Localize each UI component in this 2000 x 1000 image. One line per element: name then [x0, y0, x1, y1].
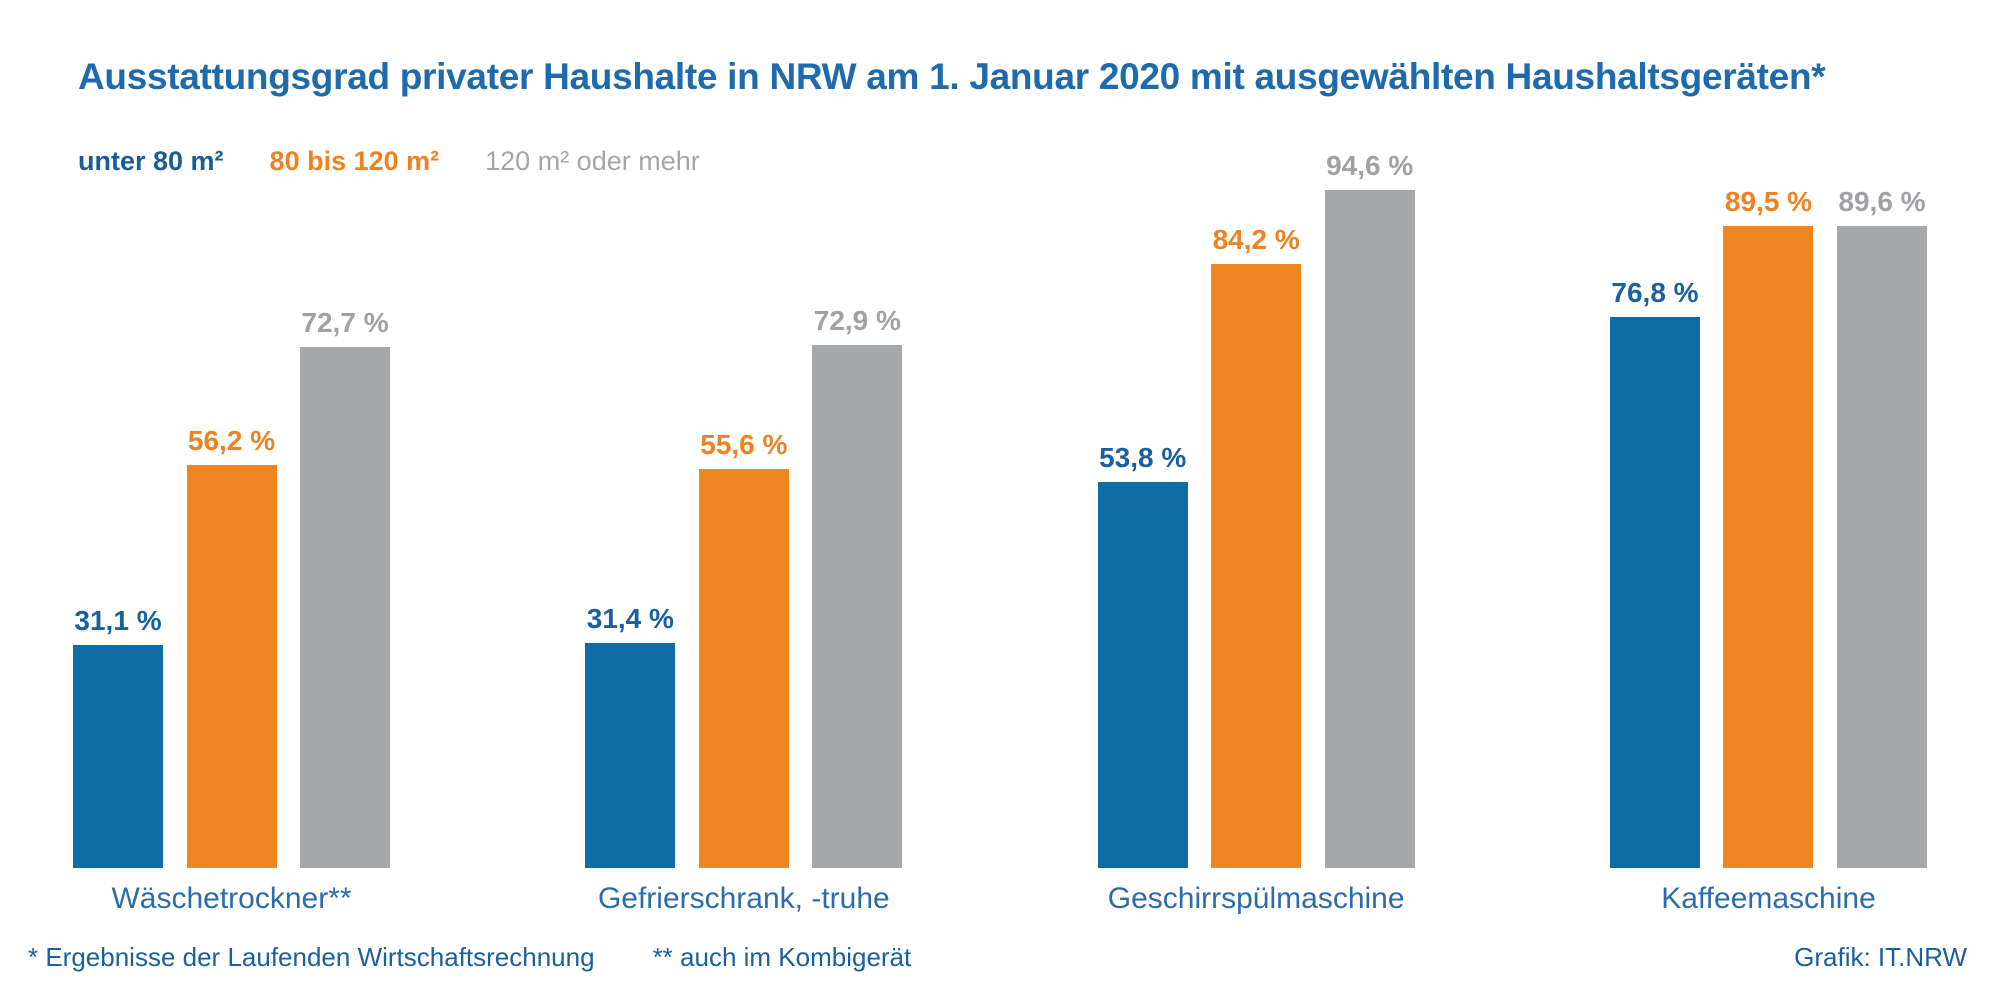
- bar-value-label: 72,7 %: [301, 306, 389, 338]
- footnote-source: * Ergebnisse der Laufenden Wirtschaftsre…: [28, 942, 595, 972]
- bar: 76,8 %: [1609, 277, 1700, 868]
- bar: 56,2 %: [186, 425, 277, 868]
- bar: 31,1 %: [73, 605, 163, 868]
- footer: * Ergebnisse der Laufenden Wirtschaftsre…: [28, 942, 1967, 973]
- bar: 55,6 %: [698, 429, 789, 868]
- bar-value-label: 55,6 %: [700, 429, 788, 461]
- bar: 31,4 %: [585, 603, 676, 868]
- category-label: Kaffeemaschine: [1661, 882, 1876, 915]
- bar: 89,6 %: [1836, 186, 1927, 868]
- bar-value-label: 72,9 %: [813, 305, 901, 337]
- chart-title: Ausstattungsgrad privater Haushalte in N…: [78, 56, 1826, 97]
- bar: 53,8 %: [1097, 442, 1188, 868]
- bar: 94,6 %: [1324, 150, 1415, 868]
- legend-item-120-plus: 120 m² oder mehr: [485, 146, 700, 176]
- legend-item-under-80: unter 80 m²: [78, 146, 224, 176]
- category-axis: Wäschetrockner** Gefrierschrank, -truhe Ge…: [73, 882, 1927, 916]
- bar: 89,5 %: [1723, 186, 1814, 868]
- bar-group: 53,8 % 84,2 % 94,6 %: [1097, 150, 1415, 868]
- bar: 72,9 %: [812, 305, 903, 868]
- bar: 84,2 %: [1211, 224, 1302, 868]
- bar-value-label: 89,6 %: [1838, 185, 1926, 217]
- bar-group: 31,4 % 55,6 % 72,9 %: [585, 151, 903, 868]
- category-label: Wäschetrockner**: [111, 882, 352, 915]
- bar-group: 31,1 % 56,2 % 72,7 %: [73, 151, 390, 868]
- legend-item-80-120: 80 bis 120 m²: [269, 146, 440, 176]
- category-label: Geschirrspülmaschine: [1107, 882, 1405, 915]
- bar-value-label: 76,8 %: [1611, 277, 1699, 309]
- bar-value-label: 56,2 %: [187, 425, 276, 457]
- credit-label: Grafik: IT.NRW: [1794, 942, 1967, 972]
- legend: unter 80 m² 80 bis 120 m² 120 m² oder me…: [78, 146, 700, 177]
- bar-value-label: 89,5 %: [1724, 186, 1813, 218]
- plot-area: 31,1 % 56,2 % 72,7 % 31,4 % 55,6 % 72,9 % 53,8…: [73, 150, 1927, 868]
- category-label: Gefrierschrank, -truhe: [597, 882, 890, 915]
- bar-value-label: 53,8 %: [1099, 442, 1187, 474]
- bar-value-label: 84,2 %: [1212, 224, 1300, 256]
- footnote-kombigeraet: ** auch im Kombigerät: [652, 942, 912, 972]
- bar-value-label: 94,6 %: [1326, 149, 1414, 181]
- bar-value-label: 31,1 %: [74, 605, 162, 637]
- bar: 72,7 %: [300, 307, 390, 868]
- bar-group: 76,8 % 89,5 % 89,6 %: [1609, 151, 1927, 868]
- bar-value-label: 31,4 %: [586, 602, 674, 634]
